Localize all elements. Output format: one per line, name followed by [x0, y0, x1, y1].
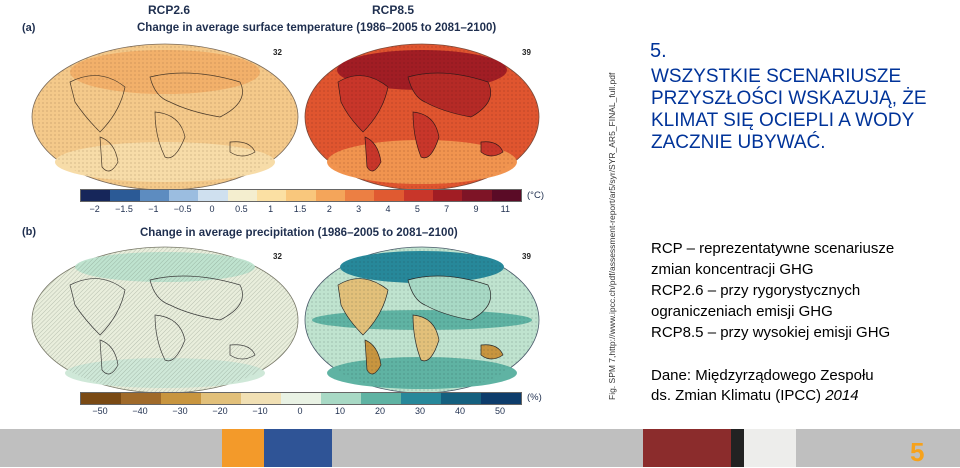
- precipitation-swatch: [201, 393, 241, 404]
- footer-block-cream: [744, 429, 796, 467]
- precipitation-tick-label: −30: [172, 406, 188, 416]
- temperature-swatch: [139, 190, 169, 201]
- precipitation-tick-labels: −50 −40 −30 −20 −10 0 10 20 30 40 50: [80, 406, 520, 418]
- rcp26-description: RCP2.6 – przy rygorystycznych: [651, 282, 861, 299]
- precipitation-tick-label: 50: [494, 406, 506, 416]
- temperature-tick-label: −1: [148, 204, 159, 214]
- precipitation-tick-label: 0: [297, 406, 303, 416]
- precipitation-swatch: [321, 393, 361, 404]
- data-source-cont: ds. Zmian Klimatu (IPCC) 2014: [651, 386, 859, 406]
- panel-b-label: (b): [22, 226, 37, 238]
- temperature-tick-label: 7: [444, 204, 450, 214]
- figure-source-citation: Fig. SPM 7,http://www.ipcc.ch/pdf/assess…: [607, 72, 617, 400]
- temperature-tick-label: 11: [500, 204, 510, 214]
- temperature-tick-label: −0.5: [173, 204, 192, 214]
- map-precipitation-rcp85: [304, 246, 540, 394]
- temperature-swatch: [110, 190, 140, 201]
- page-number: 5: [910, 437, 925, 467]
- rcp-definition-cont: zmian koncentracji GHG: [651, 261, 814, 278]
- precipitation-title: Change in average precipitation (1986–20…: [140, 227, 458, 239]
- rcp85-description: RCP8.5 – przy wysokiej emisji GHG: [651, 324, 891, 341]
- scenario-left-label: RCP2.6: [148, 3, 191, 17]
- temperature-swatch: [491, 190, 521, 201]
- temperature-swatch: [81, 190, 111, 201]
- temperature-unit: (°C): [527, 190, 544, 201]
- precipitation-swatch: [441, 393, 481, 404]
- temperature-swatch: [256, 190, 287, 201]
- rcp26-description-cont: ograniczeniach emisji GHG: [651, 303, 833, 320]
- data-source: Dane: Międzyrządowego Zespołu: [651, 367, 874, 384]
- model-count-precip-left: 32: [273, 252, 282, 261]
- rcp-definition: RCP – reprezentatywne scenariusze: [651, 240, 895, 257]
- model-count-temp-right: 39: [522, 48, 531, 57]
- precipitation-tick-label: 30: [414, 406, 426, 416]
- temperature-swatch: [462, 190, 492, 201]
- slide-heading: WSZYSTKIE SCENARIUSZE PRZYSZŁOŚCI WSKAZU…: [651, 66, 927, 153]
- footer-block-maroon: [643, 429, 731, 467]
- temperature-tick-label: 3: [356, 204, 362, 214]
- precipitation-tick-label: −40: [132, 406, 148, 416]
- precipitation-tick-label: 10: [334, 406, 346, 416]
- temperature-tick-label: 9: [473, 204, 479, 214]
- temperature-colorbar: [80, 189, 522, 202]
- temperature-tick-label: −1.5: [115, 204, 133, 214]
- temperature-title: Change in average surface temperature (1…: [137, 22, 497, 34]
- precipitation-swatch: [481, 393, 521, 404]
- footer-block-blue: [264, 429, 332, 467]
- precipitation-tick-label: −20: [212, 406, 228, 416]
- precipitation-unit: (%): [527, 392, 542, 403]
- model-count-precip-right: 39: [522, 252, 531, 261]
- temperature-tick-label: 1.5: [293, 204, 307, 214]
- map-temperature-rcp26: [31, 43, 299, 191]
- footer-band: [0, 429, 960, 467]
- precipitation-tick-label: −10: [252, 406, 268, 416]
- precipitation-tick-label: −50: [92, 406, 108, 416]
- temperature-swatch: [344, 190, 375, 201]
- precipitation-swatch: [161, 393, 201, 404]
- temperature-swatch: [198, 190, 228, 201]
- precipitation-swatch: [361, 393, 401, 404]
- footer-block-orange: [222, 429, 264, 467]
- temperature-swatch: [315, 190, 345, 201]
- temperature-tick-labels: −2 −1.5 −1 −0.5 0 0.5 1 1.5 2 3 4 5 7 9 11: [80, 204, 520, 216]
- data-source-text: ds. Zmian Klimatu (IPCC): [651, 387, 826, 404]
- temperature-tick-label: 0: [209, 204, 215, 214]
- precipitation-swatch: [81, 393, 121, 404]
- temperature-tick-label: 1: [268, 204, 274, 214]
- precipitation-swatch: [281, 393, 321, 404]
- temperature-tick-label: 2: [326, 204, 332, 214]
- precipitation-tick-label: 20: [374, 406, 386, 416]
- precipitation-swatch: [401, 393, 441, 404]
- temperature-swatch: [374, 190, 404, 201]
- scenario-right-label: RCP8.5: [372, 3, 415, 17]
- temperature-swatch: [403, 190, 433, 201]
- temperature-swatch: [168, 190, 199, 201]
- map-temperature-rcp85: [304, 43, 540, 191]
- temperature-tick-label: 4: [385, 204, 391, 214]
- temperature-swatch: [432, 190, 463, 201]
- precipitation-tick-label: 40: [454, 406, 466, 416]
- temperature-tick-label: 5: [414, 204, 420, 214]
- temperature-tick-label: 0.5: [235, 204, 248, 214]
- footer-block-dark: [731, 429, 744, 467]
- precipitation-colorbar: [80, 392, 522, 405]
- data-source-year: 2014: [825, 387, 859, 404]
- temperature-swatch: [286, 190, 316, 201]
- precipitation-swatch: [121, 393, 161, 404]
- temperature-tick-label: −2: [89, 204, 100, 214]
- model-count-temp-left: 32: [273, 48, 282, 57]
- slide-number-heading: 5.: [650, 40, 667, 62]
- precipitation-swatch: [241, 393, 281, 404]
- temperature-swatch: [227, 190, 257, 201]
- map-precipitation-rcp26: [31, 246, 299, 394]
- panel-a-label: (a): [22, 22, 36, 34]
